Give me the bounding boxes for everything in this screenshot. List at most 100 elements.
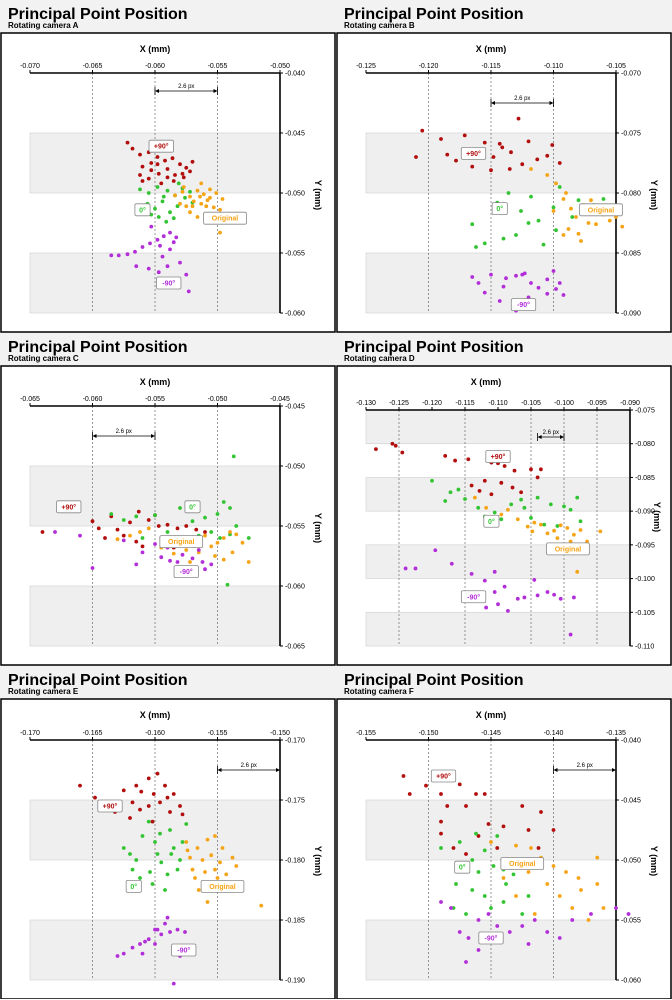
series-label-box [171, 943, 197, 957]
point-minus90 [520, 924, 525, 928]
chart-panel-camera-a: Principal Point Position Rotating camera… [0, 0, 336, 333]
series-label-box [159, 535, 204, 549]
x-tick-label: -0.055 [145, 396, 165, 403]
chart-panel-camera-d: Principal Point Position Rotating camera… [336, 333, 672, 666]
point-plus90 [529, 467, 533, 472]
x-tick-label: -0.110 [488, 400, 507, 407]
y-tick-label: -0.100 [635, 576, 655, 583]
point-original [203, 533, 207, 538]
point-original [184, 204, 189, 209]
point-plus90 [156, 171, 161, 176]
point-zero [146, 191, 151, 195]
point-zero [134, 514, 139, 519]
point-zero [511, 872, 516, 877]
point-original [578, 528, 583, 532]
point-plus90 [536, 846, 541, 850]
point-minus90 [146, 937, 151, 942]
point-zero [514, 233, 518, 237]
y-axis-label: Y (mm) [649, 180, 659, 210]
point-plus90 [115, 527, 120, 532]
point-plus90 [165, 175, 170, 180]
point-plus90 [130, 146, 135, 151]
point-plus90 [188, 169, 192, 174]
point-plus90 [155, 155, 160, 159]
point-plus90 [121, 788, 126, 793]
point-zero [474, 831, 478, 836]
point-plus90 [121, 533, 126, 538]
point-zero [520, 912, 525, 916]
series-label-box [203, 211, 247, 225]
point-minus90 [554, 287, 558, 291]
point-plus90 [495, 846, 500, 850]
chart-subtitle: Rotating camera C [8, 354, 79, 363]
y-tick-label: -0.050 [285, 191, 305, 198]
point-plus90 [539, 467, 543, 472]
point-zero [178, 506, 182, 510]
x-axis-label: X (mm) [471, 377, 502, 387]
point-plus90 [557, 161, 562, 165]
series-label-original: Original [209, 884, 236, 891]
point-plus90 [507, 167, 512, 171]
point-minus90 [532, 918, 537, 922]
x-tick-label: -0.150 [270, 730, 290, 737]
point-plus90 [184, 165, 189, 170]
point-original [218, 860, 222, 865]
point-minus90 [552, 592, 556, 597]
chart-title: Principal Point Position [8, 672, 188, 689]
series-label-box [491, 202, 508, 216]
x-tick-label: -0.145 [481, 730, 501, 737]
point-minus90 [470, 275, 475, 279]
point-original [514, 894, 518, 898]
grid-band [365, 477, 631, 512]
series-label-minus90: -90° [467, 593, 480, 601]
point-zero [491, 864, 496, 868]
y-tick-label: -0.185 [285, 918, 305, 925]
grid-band [365, 611, 631, 647]
point-original [565, 526, 570, 530]
y-tick-label: -0.180 [285, 858, 305, 865]
point-zero [495, 834, 500, 838]
point-zero [482, 894, 487, 898]
series-label-minus90: -90° [177, 947, 190, 955]
point-plus90 [184, 524, 189, 528]
x-tick-label: -0.050 [208, 396, 228, 403]
point-original [579, 888, 583, 892]
point-zero [506, 191, 511, 195]
point-plus90 [393, 443, 398, 448]
point-minus90 [209, 562, 214, 567]
point-plus90 [470, 164, 475, 169]
x-tick-label: -0.115 [481, 63, 500, 70]
x-tick-label: -0.070 [20, 63, 40, 70]
point-minus90 [161, 234, 166, 239]
point-minus90 [153, 542, 157, 546]
point-original [594, 222, 598, 227]
x-tick-label: -0.130 [356, 400, 376, 407]
point-minus90 [140, 951, 145, 956]
point-minus90 [626, 912, 631, 916]
point-plus90 [140, 179, 145, 183]
point-original [203, 870, 207, 874]
scale-bar-label: 2.6 px [116, 429, 132, 435]
series-label-plus90: +90° [61, 503, 76, 511]
point-plus90 [203, 530, 207, 534]
point-plus90 [445, 804, 450, 808]
point-zero [138, 876, 142, 880]
point-minus90 [535, 593, 540, 598]
point-original [585, 539, 589, 544]
point-minus90 [449, 561, 454, 566]
y-tick-label: -0.055 [285, 524, 305, 531]
point-plus90 [158, 800, 162, 805]
y-tick-label: -0.085 [621, 251, 641, 258]
point-original [568, 539, 573, 544]
point-plus90 [175, 526, 180, 531]
point-original [201, 192, 206, 197]
point-minus90 [109, 253, 114, 258]
point-original [595, 882, 600, 886]
scale-arrow-left [155, 89, 159, 93]
point-zero [183, 195, 187, 200]
point-zero [176, 181, 181, 186]
point-original [564, 191, 568, 195]
point-original [499, 512, 504, 517]
point-zero [457, 840, 462, 844]
point-original [138, 530, 142, 534]
